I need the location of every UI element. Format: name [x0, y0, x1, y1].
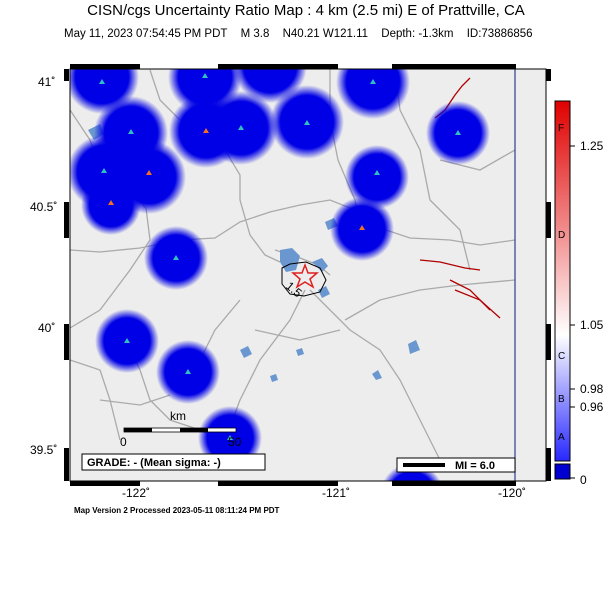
mi-box — [396, 457, 516, 473]
grade-box — [81, 453, 266, 471]
colorbar-value: 1.25 — [580, 139, 604, 153]
colorbar-grade-letter: C — [558, 351, 565, 362]
colorbar-value: 1.05 — [580, 318, 604, 332]
lon-label: -120˚ — [498, 486, 526, 500]
event-location: N40.21 W121.11 — [282, 28, 369, 40]
lon-label: -121˚ — [322, 486, 350, 500]
colorbar-value: 0.96 — [580, 400, 604, 414]
colorbar-grade-letter: F — [558, 123, 564, 134]
map-title: CISN/cgs Uncertainty Ratio Map : 4 km (2… — [87, 2, 525, 19]
event-magnitude: M 3.8 — [240, 28, 270, 40]
uncertainty-contour — [281, 261, 327, 297]
scale-bar — [123, 427, 237, 433]
lat-label: 41˚ — [38, 75, 55, 89]
event-datetime: May 11, 2023 07:54:45 PM PDT — [64, 28, 228, 40]
epicenter-star — [290, 262, 320, 289]
colorbar-value: 0 — [580, 473, 587, 487]
frame-ticks — [64, 64, 551, 486]
station-triangles — [99, 73, 461, 440]
event-depth: Depth: -1.3km — [381, 28, 454, 40]
map-footer: Map Version 2 Processed 2023-05-11 08:11… — [74, 506, 280, 515]
lat-label: 40.5˚ — [30, 200, 57, 214]
scale-label: km — [170, 409, 186, 423]
colorbar-value: 0.98 — [580, 382, 604, 396]
lon-label: -122˚ — [122, 486, 150, 500]
event-info: May 11, 2023 07:54:45 PM PDT M 3.8 N40.2… — [64, 27, 543, 41]
lat-label: 40˚ — [38, 321, 55, 335]
lat-label: 39.5˚ — [30, 443, 57, 457]
scale-zero: 0 — [120, 435, 127, 449]
mi-text: MI = 6.0 — [455, 460, 495, 472]
mi-line — [403, 463, 445, 467]
colorbar-grade-letter: B — [558, 394, 565, 405]
event-id: ID:73886856 — [466, 28, 533, 40]
grade-text: GRADE: - (Mean sigma: -) — [87, 457, 221, 469]
colorbar-ticks — [570, 145, 575, 479]
scale-end: 50 — [228, 435, 242, 449]
colorbar-grade-letter: D — [558, 230, 565, 241]
colorbar-base — [554, 463, 571, 480]
colorbar-grade-letter: A — [558, 432, 565, 443]
colorbar — [554, 100, 571, 462]
